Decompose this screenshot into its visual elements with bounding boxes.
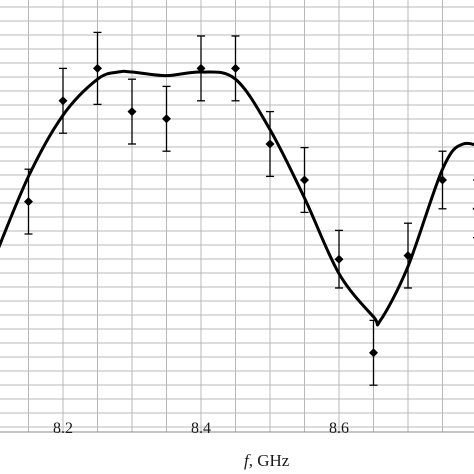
data-points-layer [24,31,474,386]
x-tick-label: 8.6 [329,420,349,437]
data-point-diamond [24,197,33,207]
fit-curve-layer [0,69,474,327]
data-point-diamond [93,63,102,73]
data-point-diamond [403,251,413,261]
x-axis-label: f, GHz [244,451,290,470]
x-axis-label-variable: f [244,451,251,470]
data-point-diamond [369,348,378,358]
data-point-diamond [196,63,206,73]
data-point-diamond [162,114,171,124]
x-tick-label: 8.2 [53,420,73,437]
data-point-diamond [300,175,309,185]
data-point-diamond [231,63,240,73]
grid [0,0,474,433]
data-point-diamond [438,175,447,185]
fit-curve [0,69,474,327]
data-point-diamond [265,139,275,149]
data-point-diamond [58,96,68,106]
x-tick-label: 8.4 [191,420,211,437]
data-point-diamond [334,254,344,264]
x-tick-labels: 8.2 8.4 8.6 [53,420,349,437]
data-point-diamond [127,107,137,117]
x-axis-label-unit: , GHz [249,451,290,470]
